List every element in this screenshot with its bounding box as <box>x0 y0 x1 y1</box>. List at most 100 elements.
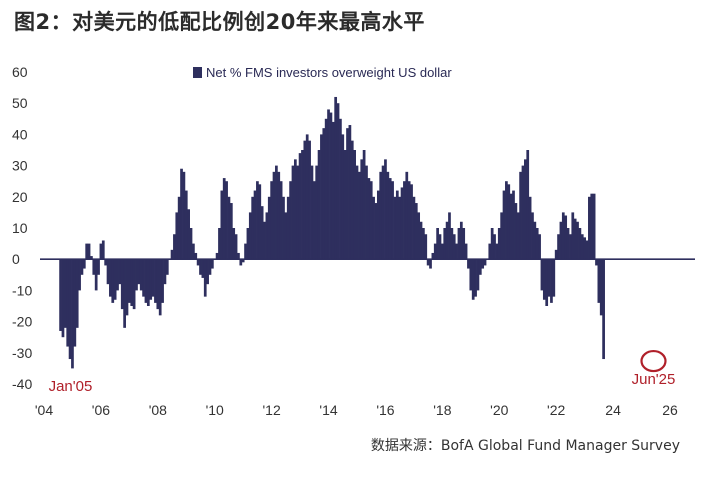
bar <box>452 234 456 260</box>
y-tick-label: 10 <box>12 220 28 236</box>
bar <box>135 259 138 291</box>
bar <box>220 190 224 260</box>
bar <box>158 259 162 316</box>
bar <box>467 259 470 269</box>
bar <box>441 243 444 260</box>
bar <box>75 259 79 328</box>
bar <box>405 171 409 260</box>
bar <box>464 243 468 260</box>
annotation-circle <box>640 349 667 373</box>
bar <box>87 243 91 260</box>
bar <box>142 259 145 297</box>
bar <box>146 259 150 306</box>
bar <box>196 259 200 266</box>
bar <box>597 259 601 303</box>
bar <box>194 252 198 260</box>
bar <box>208 259 212 275</box>
x-tick-label: '18 <box>433 402 451 418</box>
bar <box>398 196 402 260</box>
bar <box>173 234 176 260</box>
bar <box>422 228 425 260</box>
bar <box>590 193 594 260</box>
chart-legend: Net % FMS investors overweight US dollar <box>193 65 452 80</box>
bar <box>184 190 188 260</box>
bar <box>505 181 508 260</box>
x-tick-label: 26 <box>662 402 678 418</box>
y-tick-label: -40 <box>12 376 32 392</box>
bar <box>175 212 179 260</box>
bar <box>469 259 473 291</box>
bar <box>595 259 598 266</box>
bar <box>583 237 586 260</box>
bar <box>298 153 302 260</box>
bar <box>73 259 77 347</box>
bar <box>381 165 385 260</box>
y-axis: 60 50 40 30 20 10 0 -10 -20 -30 -40 <box>12 64 32 392</box>
bar <box>137 259 141 285</box>
bar <box>592 193 596 260</box>
bar <box>97 259 100 275</box>
legend-swatch <box>193 67 202 78</box>
bar <box>578 228 582 260</box>
bar <box>348 125 352 260</box>
bar <box>557 234 560 260</box>
bar <box>139 259 143 291</box>
bar <box>71 259 74 369</box>
bar <box>151 259 155 297</box>
bar <box>227 196 231 260</box>
bar <box>237 252 240 260</box>
bar <box>303 140 307 260</box>
bar <box>78 259 81 291</box>
x-tick-label: '08 <box>149 402 167 418</box>
bar <box>154 259 157 303</box>
bar <box>310 165 314 260</box>
y-tick-label: -30 <box>12 345 32 361</box>
bar <box>92 259 96 275</box>
bar <box>59 259 62 331</box>
bar <box>234 234 238 260</box>
bar <box>199 259 202 275</box>
annotation-jan05: Jan'05 <box>49 378 93 395</box>
bar <box>248 212 252 260</box>
bar <box>258 184 262 260</box>
bar <box>99 243 103 260</box>
bar <box>588 196 591 260</box>
bar <box>260 206 264 260</box>
x-tick-label: '14 <box>319 402 337 418</box>
bar <box>156 259 160 310</box>
bar <box>320 134 323 260</box>
bar <box>395 190 399 260</box>
y-tick-label: -20 <box>12 314 32 330</box>
bar <box>111 259 115 303</box>
bar <box>488 243 492 260</box>
bar <box>360 159 364 260</box>
bar <box>125 259 129 316</box>
bar <box>161 259 164 303</box>
bar <box>388 178 392 260</box>
bar <box>120 259 124 310</box>
bar <box>218 228 221 260</box>
bar <box>322 128 326 260</box>
bar <box>374 203 378 260</box>
bar-series <box>59 96 605 369</box>
bar <box>305 134 309 260</box>
y-tick-label: 40 <box>12 126 28 142</box>
bar <box>63 259 67 328</box>
bar <box>550 259 553 303</box>
bar <box>393 196 397 260</box>
bar <box>293 159 297 260</box>
bar <box>85 243 89 260</box>
bar <box>379 171 383 260</box>
bar <box>481 259 485 269</box>
bar <box>317 150 321 260</box>
bar <box>180 168 183 260</box>
bar <box>222 178 226 260</box>
bar <box>350 140 354 260</box>
bar <box>526 150 530 260</box>
bar <box>512 190 515 260</box>
bar <box>500 212 503 260</box>
bar <box>514 203 518 260</box>
bar <box>599 259 603 316</box>
annotation-jun25: Jun'25 <box>632 371 676 388</box>
bar <box>353 150 356 260</box>
